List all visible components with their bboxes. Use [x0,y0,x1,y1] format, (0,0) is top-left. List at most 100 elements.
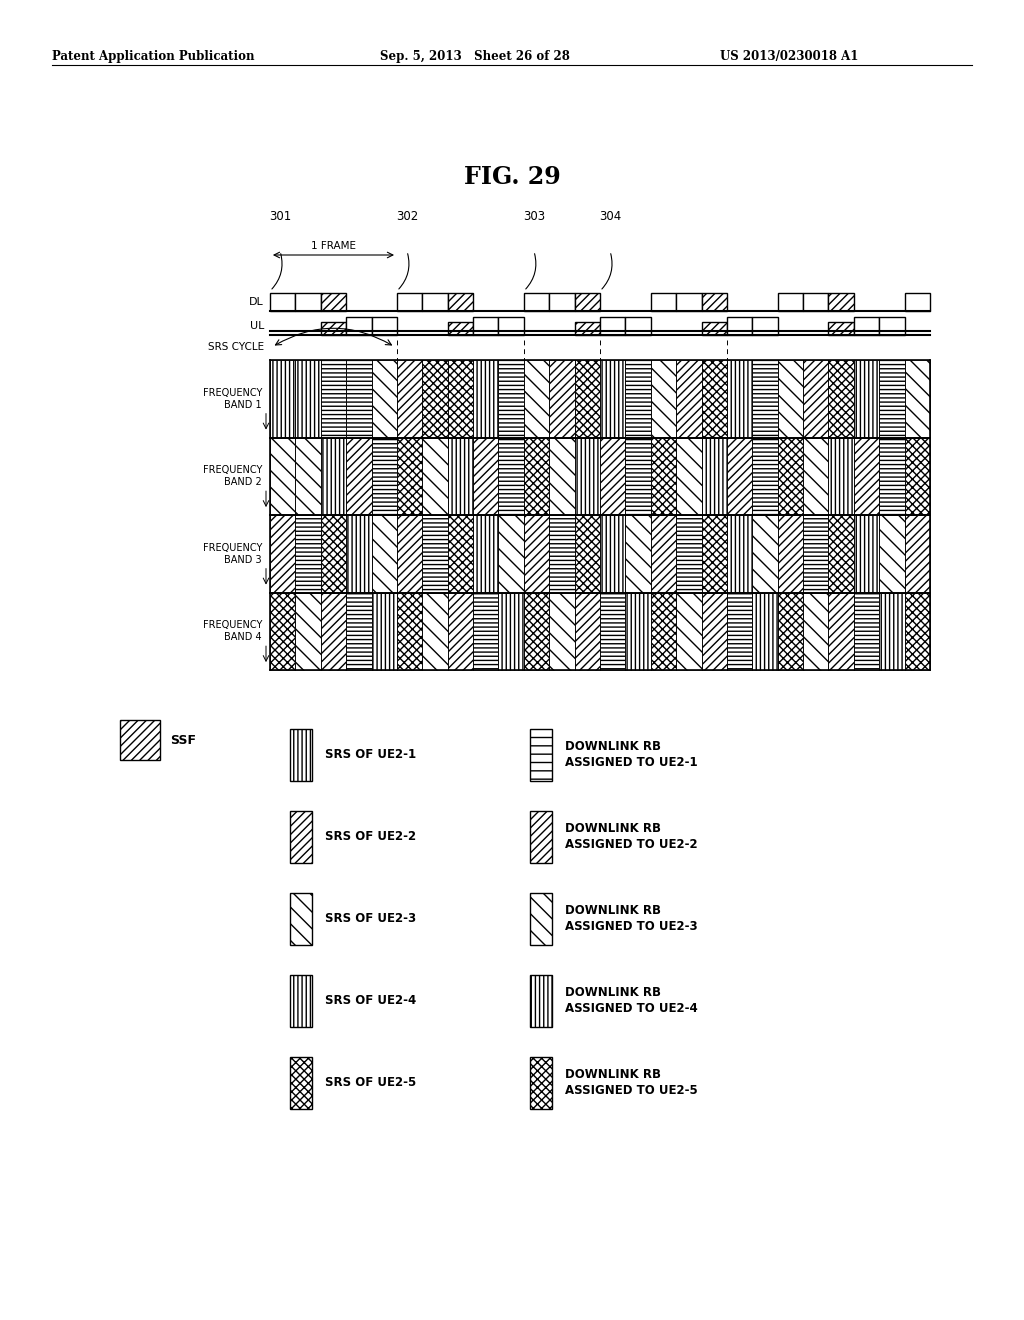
Bar [803,293,828,312]
Bar [530,1057,552,1109]
Text: SRS OF UE2-4: SRS OF UE2-4 [325,994,416,1007]
Text: SSF: SSF [170,734,196,747]
Bar [530,894,552,945]
Bar [447,593,473,671]
Bar [524,360,549,437]
Bar [626,593,651,671]
Bar [295,360,321,437]
Bar [753,317,777,335]
Bar [321,360,346,437]
Text: DOWNLINK RB
ASSIGNED TO UE2-5: DOWNLINK RB ASSIGNED TO UE2-5 [565,1068,697,1097]
Bar [828,593,854,671]
Text: 304: 304 [599,210,622,223]
Bar [530,729,552,781]
Text: DL: DL [249,297,264,308]
Bar [321,593,346,671]
Bar [524,515,549,593]
Bar [600,317,626,335]
Bar [626,515,651,593]
Text: FREQUENCY
BAND 4: FREQUENCY BAND 4 [203,620,262,643]
Bar [270,437,295,515]
Bar [904,515,930,593]
Bar [530,975,552,1027]
Bar [904,360,930,437]
Bar [753,437,777,515]
Bar [854,360,880,437]
Bar [701,360,727,437]
Bar [473,360,499,437]
Bar [346,437,372,515]
Text: 1 FRAME: 1 FRAME [311,242,356,251]
Bar [372,317,397,335]
Bar [499,317,524,335]
Bar [854,317,880,335]
Bar [904,437,930,515]
Bar [651,437,676,515]
Bar [676,360,701,437]
Bar [422,437,447,515]
Bar [524,437,549,515]
Bar [473,593,499,671]
Bar [290,894,312,945]
Bar [270,593,295,671]
Bar [574,437,600,515]
Bar [397,593,422,671]
Bar [676,437,701,515]
Bar [574,593,600,671]
Bar [854,515,880,593]
Bar [524,293,549,312]
Bar [447,515,473,593]
Bar [372,593,397,671]
Text: FIG. 29: FIG. 29 [464,165,560,189]
Bar [499,593,524,671]
Bar [904,293,930,312]
Bar [828,293,854,312]
Bar [372,437,397,515]
Bar [321,515,346,593]
Bar [447,322,473,335]
Bar [777,593,803,671]
Bar [777,515,803,593]
Bar [727,317,753,335]
Bar [422,593,447,671]
Bar [854,437,880,515]
Bar [701,437,727,515]
Bar [676,515,701,593]
Text: DOWNLINK RB
ASSIGNED TO UE2-2: DOWNLINK RB ASSIGNED TO UE2-2 [565,822,697,851]
Bar [290,1057,312,1109]
Bar [803,360,828,437]
Bar [701,322,727,335]
Bar [803,515,828,593]
Bar [422,360,447,437]
Bar [676,293,701,312]
Bar [777,360,803,437]
Bar [499,437,524,515]
Bar [295,437,321,515]
Bar [290,975,312,1027]
Text: FREQUENCY
BAND 1: FREQUENCY BAND 1 [203,388,262,411]
Bar [321,437,346,515]
Text: DOWNLINK RB
ASSIGNED TO UE2-1: DOWNLINK RB ASSIGNED TO UE2-1 [565,741,697,770]
Bar [295,593,321,671]
Text: SRS OF UE2-1: SRS OF UE2-1 [325,748,416,762]
Text: 302: 302 [396,210,418,223]
Bar [120,719,160,760]
Bar [753,515,777,593]
Bar [727,437,753,515]
Bar [904,593,930,671]
Bar [422,293,447,312]
Bar [727,360,753,437]
Bar [701,515,727,593]
Bar [880,593,904,671]
Bar [753,360,777,437]
Bar [346,317,372,335]
Bar [290,810,312,863]
Bar [854,593,880,671]
Bar [880,317,904,335]
Text: Sep. 5, 2013   Sheet 26 of 28: Sep. 5, 2013 Sheet 26 of 28 [380,50,570,63]
Text: 303: 303 [523,210,545,223]
Text: DOWNLINK RB
ASSIGNED TO UE2-4: DOWNLINK RB ASSIGNED TO UE2-4 [565,986,697,1015]
Bar [626,360,651,437]
Bar [880,515,904,593]
Bar [828,322,854,335]
